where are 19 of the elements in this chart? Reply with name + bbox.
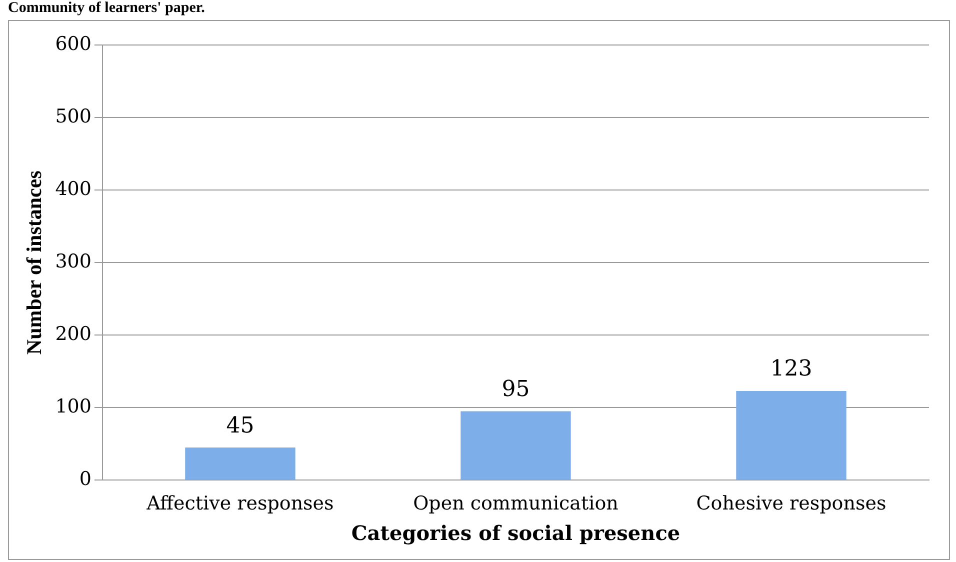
y-tick-label: 500 — [55, 105, 92, 128]
data-label: 45 — [226, 413, 254, 438]
x-tick-label: Open communication — [413, 492, 618, 515]
y-tick-label: 0 — [79, 468, 92, 490]
data-label: 95 — [502, 377, 530, 402]
y-axis-title: Number of instances — [22, 170, 46, 355]
bar — [736, 390, 846, 480]
y-tick-label: 300 — [55, 250, 92, 273]
y-tick-label: 400 — [55, 178, 92, 200]
x-axis-title: Categories of social presence — [351, 521, 680, 546]
data-label: 123 — [770, 356, 812, 382]
bar — [460, 411, 571, 480]
x-tick-label: Affective responses — [146, 492, 334, 515]
y-tick-label: 100 — [55, 396, 92, 418]
y-tick-label: 200 — [55, 323, 92, 346]
text: Community of learners' paper. — [8, 0, 205, 17]
y-tick-label: 600 — [55, 32, 92, 55]
bar — [185, 448, 296, 480]
x-tick-label: Cohesive responses — [696, 492, 886, 515]
